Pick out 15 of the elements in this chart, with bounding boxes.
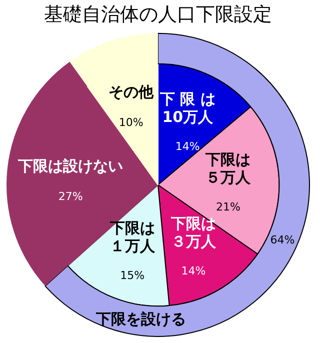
- data-label: 27%: [58, 190, 83, 204]
- slice-label: 下限を設ける: [95, 310, 186, 328]
- slice-label: 下限は１万人: [108, 219, 156, 256]
- data-label: 21%: [216, 200, 240, 214]
- slice-label: 下限は３万人: [170, 214, 217, 250]
- chart-title: 基礎自治体の人口下限設定: [44, 3, 272, 26]
- slice-label: 下 限 は10万人: [158, 90, 216, 126]
- slice-label: その他: [108, 83, 155, 102]
- data-label: 10%: [118, 116, 144, 130]
- slice-label: 下限は５万人: [204, 150, 252, 187]
- data-label: 15%: [120, 269, 145, 282]
- data-label: 64%: [270, 233, 295, 246]
- data-label: 14%: [181, 264, 206, 278]
- slice-label: 下限は設けない: [17, 157, 124, 176]
- data-label: 14%: [175, 140, 200, 154]
